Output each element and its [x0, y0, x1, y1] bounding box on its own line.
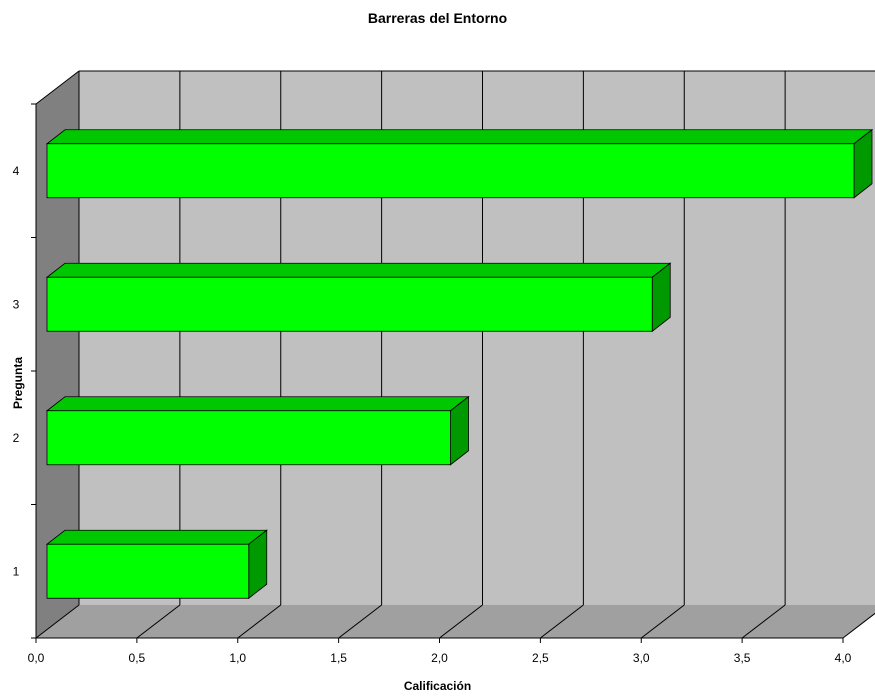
y-tick-label: 1 — [13, 564, 20, 578]
bar-top-face — [45, 262, 672, 278]
bar-front-face — [46, 410, 451, 466]
gridline-floor — [136, 604, 181, 639]
x-tick-label: 3,5 — [734, 651, 751, 665]
gridline-floor — [237, 604, 282, 639]
bars — [45, 128, 874, 600]
x-tick-label: 1,0 — [229, 651, 246, 665]
y-tick-label: 3 — [13, 297, 20, 311]
bar-top-face — [45, 396, 470, 412]
y-axis-label: Pregunta — [11, 356, 25, 410]
axis-lines — [31, 103, 844, 643]
chart-title: Barreras del Entorno — [367, 10, 508, 26]
y-tick-labels: 1 2 3 4 — [13, 164, 20, 579]
x-tick-label: 1,5 — [330, 651, 347, 665]
side-wall-top-edge — [35, 70, 80, 105]
gridline-floor — [338, 604, 382, 639]
floor — [36, 605, 875, 638]
x-tick-label: 0,5 — [129, 651, 146, 665]
x-tick-label: 4,0 — [835, 651, 852, 665]
side-wall — [36, 71, 79, 638]
gridline-floor — [640, 604, 685, 639]
gridline-floor — [35, 604, 80, 639]
gridline-floor — [741, 604, 786, 639]
bar-top-face — [45, 129, 874, 145]
y-tick-label: 4 — [13, 164, 20, 178]
y-tick-label: 2 — [13, 431, 20, 445]
back-wall — [79, 71, 875, 605]
gridline-floor — [540, 604, 584, 639]
gridline-floor — [842, 612, 875, 639]
bar-front-face — [46, 143, 855, 199]
x-tick-label: 2,0 — [431, 651, 448, 665]
bar-4 — [45, 128, 874, 199]
gridline-floor — [439, 604, 483, 639]
x-axis-label: Calificación — [403, 679, 472, 693]
x-tick-label: 0,0 — [28, 651, 45, 665]
x-tick-label: 2,5 — [532, 651, 549, 665]
bar-3 — [45, 262, 672, 333]
bar-2 — [45, 395, 470, 466]
x-tick-label: 3,0 — [633, 651, 650, 665]
x-tick-labels: 0,0 0,5 1,0 1,5 2,0 2,5 3,0 3,5 4,0 — [28, 651, 852, 665]
bar-front-face — [46, 276, 653, 332]
bar-top-face — [45, 529, 268, 545]
bar-front-face — [46, 543, 250, 599]
bar-1 — [45, 529, 268, 600]
